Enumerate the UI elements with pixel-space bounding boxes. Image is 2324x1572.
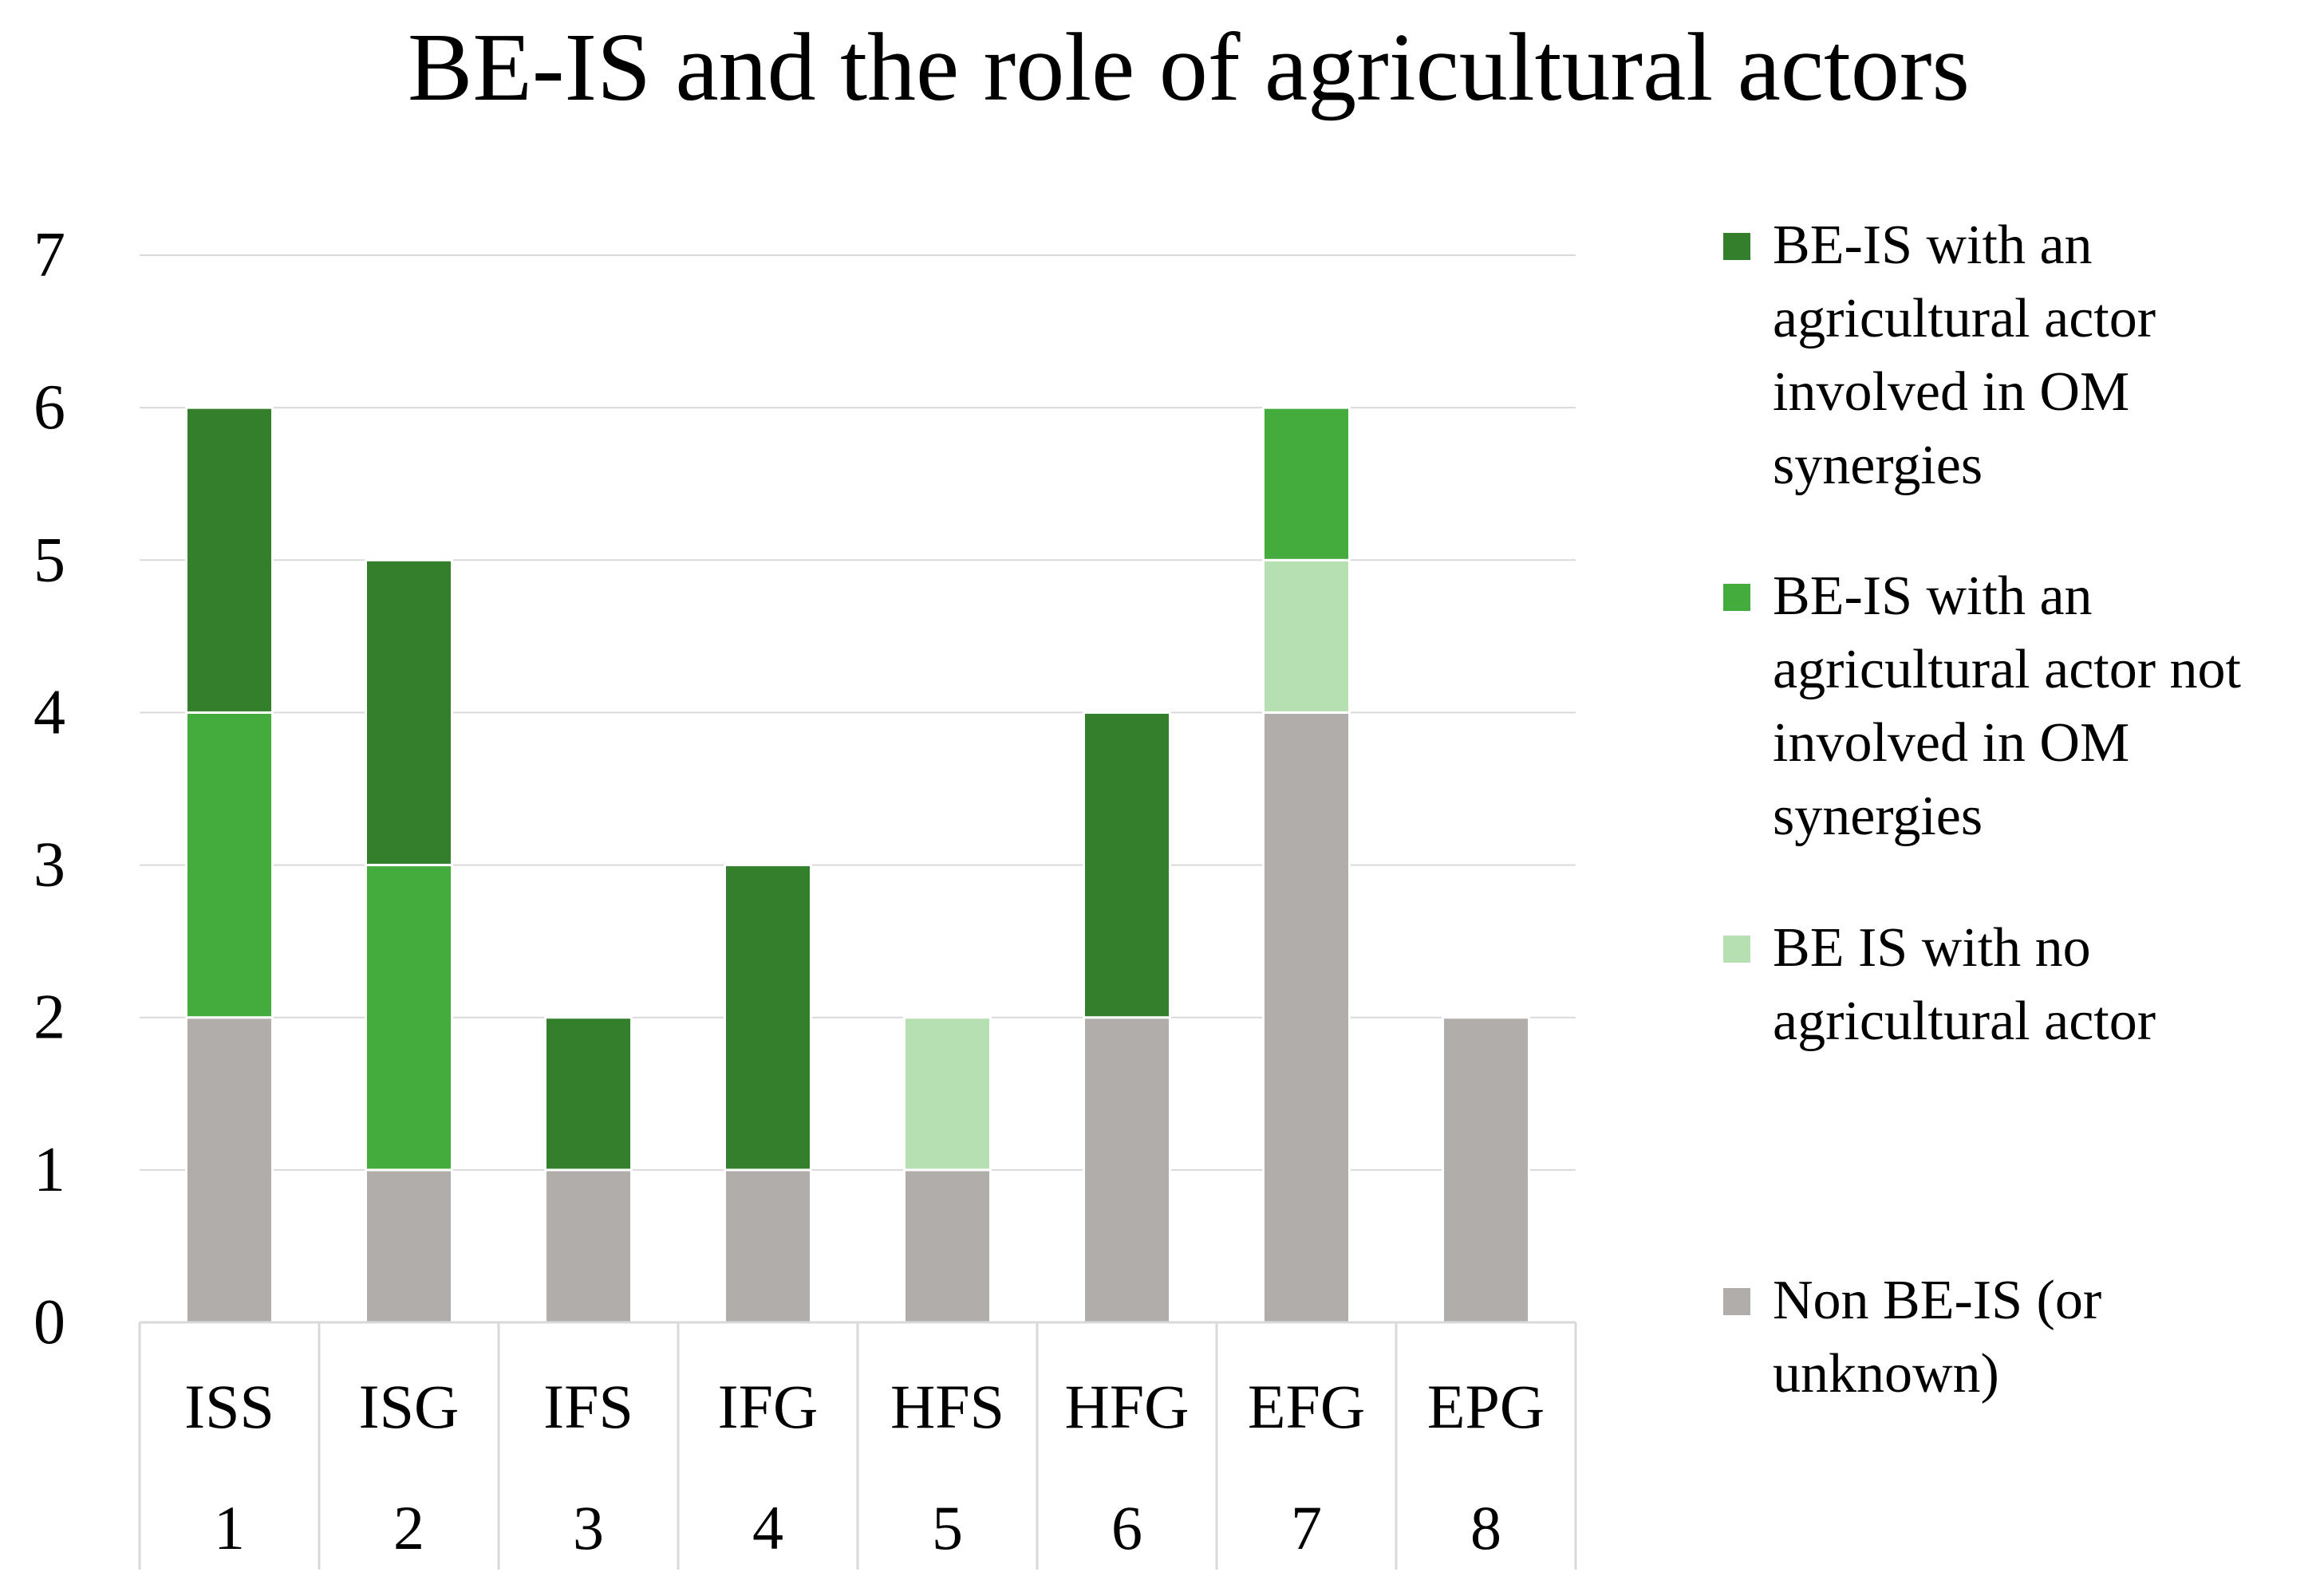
bars [185,406,1530,1324]
bar-segment [903,1016,992,1172]
x-category-label: EFG [1248,1372,1365,1441]
bar-segment [1083,711,1171,1019]
x-axis-table: ISS 1 ISG 2 IFS 3 IFG 4 HFS 5 HFG 6 EFG 7 EPG 8 [138,1321,1577,1570]
bar-segment [724,864,812,1172]
legend-label: BE-IS with an agricultural actor involve… [1773,215,2156,496]
y-tick-label: 0 [34,1287,65,1357]
bar-segment [1262,558,1351,714]
x-category-number: 7 [1291,1493,1322,1562]
y-tick-label: 5 [34,525,65,595]
legend-label: Non BE-IS (or unknown) [1773,1270,2102,1405]
legend-swatch [1723,936,1750,963]
bar-segment [185,406,274,714]
legend-label: BE IS with no agricultural actor [1773,917,2156,1052]
x-category-label: IFG [718,1372,819,1441]
x-category-number: 6 [1111,1493,1142,1562]
y-axis-ticks: 0 1 2 3 4 5 6 7 [34,220,65,1357]
y-tick-label: 6 [34,372,65,443]
x-category-label: EPG [1427,1372,1545,1441]
bar-segment [1262,711,1351,1324]
y-tick-label: 3 [34,830,65,900]
y-tick-label: 4 [34,677,65,747]
bar-segment [185,711,274,1019]
y-tick-label: 2 [34,983,65,1053]
legend-label: BE-IS with an agricultural actor not inv… [1773,565,2241,847]
bar-segment [185,1016,274,1324]
x-category-number: 5 [932,1493,963,1562]
x-category-number: 4 [752,1493,783,1562]
bar-segment [365,558,453,867]
legend-swatch [1723,233,1750,260]
bar-segment [544,1168,633,1324]
x-category-label: ISG [359,1372,460,1441]
x-category-label: HFS [890,1372,1004,1441]
bar-segment [1083,1016,1171,1324]
x-category-number: 1 [214,1493,245,1562]
bar-segment [724,1168,812,1324]
legend-swatch [1723,584,1750,611]
chart-title: BE-IS and the role of agricultural actor… [407,14,1971,121]
bar-segment [365,1168,453,1324]
x-category-number: 2 [393,1493,424,1562]
gridlines [140,254,1576,1171]
bar-segment [1262,406,1351,561]
y-tick-label: 1 [34,1135,65,1205]
bar-segment [903,1168,992,1324]
x-category-label: HFG [1064,1372,1189,1441]
x-category-number: 3 [573,1493,604,1562]
bar-segment [544,1016,633,1172]
x-category-label: ISS [184,1372,274,1441]
legend-swatch [1723,1288,1750,1315]
x-category-label: IFS [543,1372,633,1441]
x-category-number: 8 [1470,1493,1501,1562]
y-tick-label: 7 [34,220,65,290]
bar-segment [1442,1016,1530,1324]
bar-segment [365,864,453,1172]
